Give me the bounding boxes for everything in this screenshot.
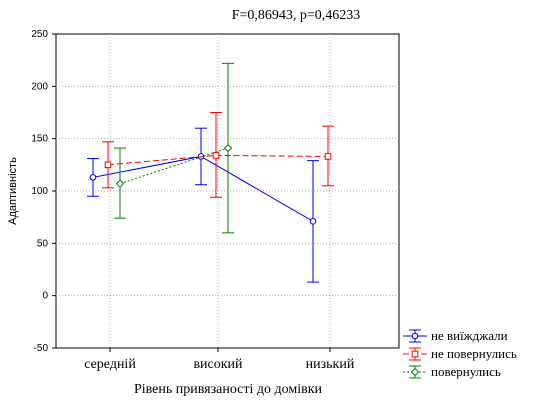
series-line <box>119 147 229 185</box>
x-axis-ticks: середній високий низький <box>84 348 355 372</box>
x-tick-label: високий <box>193 357 243 372</box>
y-tick-label: 100 <box>31 186 48 197</box>
legend: не виїжджали не повернулись повернулись <box>403 328 517 379</box>
x-tick-label: середній <box>84 357 136 372</box>
x-tick-label: низький <box>306 357 355 372</box>
data-point <box>104 161 112 169</box>
chart-title: F=0,86943, p=0,46233 <box>232 8 361 23</box>
legend-label: не повернулись <box>431 346 517 361</box>
y-tick-label: 0 <box>42 291 48 302</box>
legend-marker <box>411 332 419 340</box>
legend-marker <box>411 350 419 358</box>
legend-label: повернулись <box>431 364 501 379</box>
y-tick-label: 200 <box>31 81 48 92</box>
legend-label: не виїжджали <box>431 328 508 343</box>
legend-marker <box>410 367 420 377</box>
y-tick-label: 150 <box>31 134 48 145</box>
y-axis-ticks: -50 0 50 100 150 200 250 <box>31 29 56 354</box>
x-axis-title: Рівень привязаності до домівки <box>134 382 323 397</box>
data-point <box>115 179 125 188</box>
data-point <box>324 153 332 160</box>
series-layer <box>87 62 334 283</box>
y-tick-label: 50 <box>37 238 49 249</box>
data-point <box>309 218 317 225</box>
data-point <box>89 174 97 181</box>
data-point <box>212 152 220 159</box>
series-2 <box>114 62 234 234</box>
y-tick-label: 250 <box>31 29 48 40</box>
series-1 <box>102 112 334 198</box>
y-tick-label: -50 <box>34 343 49 354</box>
data-point <box>223 143 233 153</box>
y-axis-title: Адаптивність <box>7 157 19 225</box>
